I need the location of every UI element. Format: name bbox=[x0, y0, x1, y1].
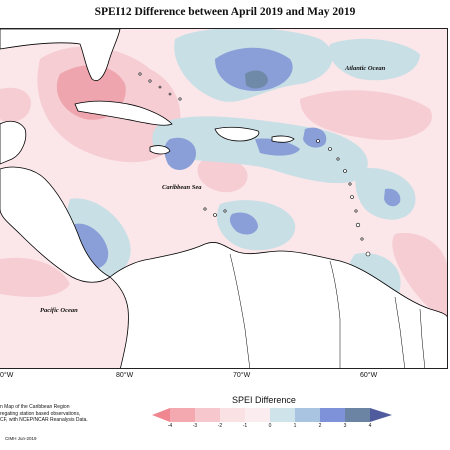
wet-anomaly-atlantic bbox=[329, 38, 420, 81]
credit-text: CIMH Jun-2019 bbox=[5, 436, 37, 441]
legend-swatch-1 bbox=[170, 408, 195, 422]
legend-tick-8: 3 bbox=[343, 423, 347, 429]
land-puerto-rico bbox=[271, 135, 295, 143]
legend-tick-2: -3 bbox=[192, 423, 198, 429]
spei-difference-map bbox=[0, 29, 447, 368]
small-islands bbox=[138, 72, 371, 257]
land-jamaica bbox=[149, 145, 171, 155]
map-notes: n Map of the Caribbean Region regating s… bbox=[0, 404, 88, 424]
wet-anomaly-north-peak bbox=[245, 70, 268, 89]
longitude-tick-80w: 80°W bbox=[116, 372, 134, 379]
note-line-1: n Map of the Caribbean Region bbox=[0, 404, 70, 410]
legend-arrow-left bbox=[152, 408, 170, 422]
legend-swatch-6 bbox=[295, 408, 320, 422]
legend-tick-7: 2 bbox=[318, 423, 322, 429]
wet-anomaly-hispaniola bbox=[255, 138, 300, 156]
map-title: SPEI12 Difference between April 2019 and… bbox=[94, 6, 356, 18]
legend-swatch-8 bbox=[345, 408, 370, 422]
legend-swatch-3 bbox=[220, 408, 245, 422]
legend-tick-9: 4 bbox=[368, 423, 372, 429]
legend-swatch-7 bbox=[320, 408, 345, 422]
land-north-america bbox=[0, 29, 121, 81]
wet-anomaly-maracaibo bbox=[229, 212, 258, 235]
land-masses bbox=[0, 29, 447, 368]
longitude-tick-60w: 60°W bbox=[360, 372, 378, 379]
dry-anomaly-west bbox=[0, 87, 31, 122]
legend-swatch-5 bbox=[270, 408, 295, 422]
legend-tick-1: -4 bbox=[167, 423, 173, 429]
legend-tick-5: 0 bbox=[268, 423, 272, 429]
atlantic-ocean-label: Atlantic Ocean bbox=[345, 65, 386, 72]
legend-tick-4: -1 bbox=[242, 423, 248, 429]
dry-anomaly-atlantic bbox=[300, 90, 432, 140]
legend-swatch-4 bbox=[245, 408, 270, 422]
longitude-tick-70w: 70°W bbox=[233, 372, 251, 379]
dry-anomaly-guiana bbox=[392, 233, 447, 319]
legend-tick-3: -2 bbox=[217, 423, 223, 429]
legend-title: SPEI Difference bbox=[232, 395, 296, 405]
longitude-tick-0: 0°W bbox=[0, 372, 14, 379]
dry-anomaly-pacific bbox=[0, 257, 70, 297]
legend-arrow-right bbox=[370, 408, 392, 422]
note-line-2: regating station based observations, bbox=[0, 410, 81, 417]
legend-tick-6: 1 bbox=[293, 423, 297, 429]
legend-colorbar bbox=[152, 408, 392, 422]
land-south-america bbox=[109, 242, 447, 368]
caribbean-sea-label: Caribbean Sea bbox=[162, 184, 202, 191]
wet-anomaly-jamaica bbox=[164, 137, 196, 171]
land-yucatan bbox=[0, 120, 27, 165]
land-cuba bbox=[74, 100, 173, 126]
wet-anomaly-lesser-antilles-core bbox=[384, 188, 401, 207]
pacific-ocean-label: Pacific Ocean bbox=[40, 307, 78, 314]
wet-anomaly-puerto-rico bbox=[303, 127, 327, 148]
note-line-3: CF, with NCEP/NCAR Reanalysis Data. bbox=[0, 417, 88, 423]
wet-anomaly-north-core bbox=[215, 47, 293, 91]
legend-swatch-2 bbox=[195, 408, 220, 422]
country-borders bbox=[229, 253, 426, 368]
map-panel: Atlantic Ocean Caribbean Sea Pacific Oce… bbox=[0, 28, 448, 369]
dry-anomaly-caribbean bbox=[197, 158, 248, 193]
land-hispaniola bbox=[214, 126, 260, 142]
